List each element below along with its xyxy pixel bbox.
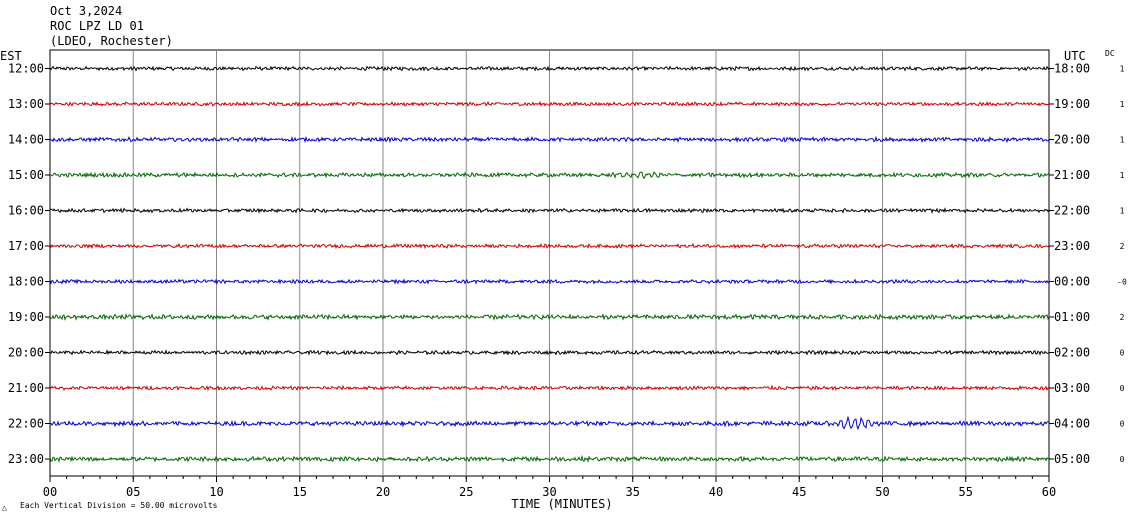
x-tick-label: 30 bbox=[542, 485, 556, 499]
dc-value: 0 bbox=[1120, 349, 1125, 358]
utc-time-label: 01:00 bbox=[1054, 310, 1090, 324]
x-tick-label: 45 bbox=[792, 485, 806, 499]
trace-line bbox=[49, 384, 1050, 392]
est-time-label: 13:00 bbox=[8, 97, 44, 111]
trace-line bbox=[49, 415, 1050, 431]
est-time-label: 12:00 bbox=[8, 62, 44, 76]
left-zone-label: EST bbox=[0, 49, 22, 63]
est-time-label: 22:00 bbox=[8, 417, 44, 431]
dc-value: 1 bbox=[1120, 65, 1125, 74]
trace-line bbox=[49, 454, 1050, 463]
est-time-label: 15:00 bbox=[8, 168, 44, 182]
utc-time-label: 19:00 bbox=[1054, 97, 1090, 111]
utc-time-label: 00:00 bbox=[1054, 275, 1090, 289]
dc-value: 1 bbox=[1120, 100, 1125, 109]
dc-value: 2 bbox=[1120, 242, 1125, 251]
est-time-label: 17:00 bbox=[8, 239, 44, 253]
utc-time-label: 18:00 bbox=[1054, 62, 1090, 76]
utc-time-label: 04:00 bbox=[1054, 417, 1090, 431]
x-axis-label: TIME (MINUTES) bbox=[511, 497, 612, 511]
utc-time-label: 03:00 bbox=[1054, 381, 1090, 395]
x-tick-label: 05 bbox=[126, 485, 140, 499]
x-tick-label: 55 bbox=[959, 485, 973, 499]
x-tick-label: 10 bbox=[209, 485, 223, 499]
est-time-label: 20:00 bbox=[8, 346, 44, 360]
trace-line bbox=[49, 207, 1050, 214]
est-time-label: 21:00 bbox=[8, 381, 44, 395]
trace-line bbox=[49, 100, 1050, 108]
utc-time-label: 23:00 bbox=[1054, 239, 1090, 253]
utc-time-label: 02:00 bbox=[1054, 346, 1090, 360]
est-time-label: 16:00 bbox=[8, 204, 44, 218]
est-time-label: 23:00 bbox=[8, 452, 44, 466]
x-tick-label: 40 bbox=[709, 485, 723, 499]
network-name: (LDEO, Rochester) bbox=[50, 34, 173, 48]
dc-value: 0 bbox=[1120, 420, 1125, 429]
x-tick-label: 00 bbox=[43, 485, 57, 499]
dc-value: 2 bbox=[1120, 313, 1125, 322]
est-time-label: 19:00 bbox=[8, 310, 44, 324]
trace-line bbox=[49, 313, 1050, 321]
utc-time-label: 05:00 bbox=[1054, 452, 1090, 466]
trace-line bbox=[49, 349, 1050, 356]
utc-time-label: 20:00 bbox=[1054, 133, 1090, 147]
trace-line bbox=[49, 65, 1050, 72]
scale-marker: △ bbox=[2, 503, 7, 512]
dc-value: 1 bbox=[1120, 207, 1125, 216]
chart-date: Oct 3,2024 bbox=[50, 4, 123, 18]
trace-line bbox=[49, 171, 1050, 180]
x-tick-label: 35 bbox=[626, 485, 640, 499]
est-time-label: 18:00 bbox=[8, 275, 44, 289]
x-tick-label: 15 bbox=[293, 485, 307, 499]
dc-label: DC bbox=[1105, 49, 1115, 58]
right-zone-label: UTC bbox=[1064, 49, 1086, 63]
dc-value: 0 bbox=[1120, 384, 1125, 393]
dc-value: -0 bbox=[1117, 278, 1127, 287]
grid-lines bbox=[45, 49, 1054, 482]
x-tick-label: 20 bbox=[376, 485, 390, 499]
dc-value: 0 bbox=[1120, 455, 1125, 464]
x-tick-label: 50 bbox=[875, 485, 889, 499]
dc-value: 1 bbox=[1120, 136, 1125, 145]
x-tick-label: 25 bbox=[459, 485, 473, 499]
utc-time-label: 22:00 bbox=[1054, 204, 1090, 218]
dc-value: 1 bbox=[1120, 171, 1125, 180]
trace-line bbox=[49, 278, 1050, 285]
scale-footnote: Each Vertical Division = 50.00 microvolt… bbox=[20, 501, 218, 510]
utc-time-label: 21:00 bbox=[1054, 168, 1090, 182]
station-code: ROC LPZ LD 01 bbox=[50, 19, 144, 33]
x-tick-label: 60 bbox=[1042, 485, 1056, 499]
trace-line bbox=[49, 135, 1050, 144]
trace-group bbox=[49, 65, 1050, 463]
trace-line bbox=[49, 242, 1050, 250]
est-time-label: 14:00 bbox=[8, 133, 44, 147]
